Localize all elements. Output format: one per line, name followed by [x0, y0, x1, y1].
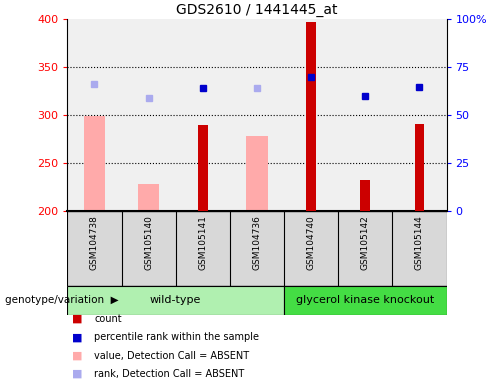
Text: glycerol kinase knockout: glycerol kinase knockout — [296, 295, 434, 306]
Bar — [83, 116, 105, 211]
Bar — [415, 124, 424, 211]
Text: ■: ■ — [72, 314, 83, 324]
Text: GSM104738: GSM104738 — [90, 215, 99, 270]
Text: GSM105144: GSM105144 — [415, 215, 424, 270]
Text: GSM105140: GSM105140 — [144, 215, 153, 270]
Bar — [198, 125, 207, 211]
Text: value, Detection Call = ABSENT: value, Detection Call = ABSENT — [94, 351, 249, 361]
Text: genotype/variation  ▶: genotype/variation ▶ — [5, 295, 119, 306]
Bar — [361, 180, 370, 211]
Bar — [138, 184, 160, 211]
Text: GSM104740: GSM104740 — [306, 215, 316, 270]
Text: ■: ■ — [72, 351, 83, 361]
Text: GSM105142: GSM105142 — [361, 215, 370, 270]
Bar — [67, 286, 284, 315]
Text: percentile rank within the sample: percentile rank within the sample — [94, 332, 259, 342]
Text: GSM105141: GSM105141 — [198, 215, 207, 270]
Title: GDS2610 / 1441445_at: GDS2610 / 1441445_at — [176, 3, 338, 17]
Bar — [284, 286, 447, 315]
Text: rank, Detection Call = ABSENT: rank, Detection Call = ABSENT — [94, 369, 244, 379]
Text: ■: ■ — [72, 332, 83, 342]
Bar — [246, 136, 268, 211]
Text: count: count — [94, 314, 122, 324]
Text: ■: ■ — [72, 369, 83, 379]
Text: GSM104736: GSM104736 — [252, 215, 262, 270]
Bar — [306, 22, 316, 211]
Text: wild-type: wild-type — [150, 295, 202, 306]
